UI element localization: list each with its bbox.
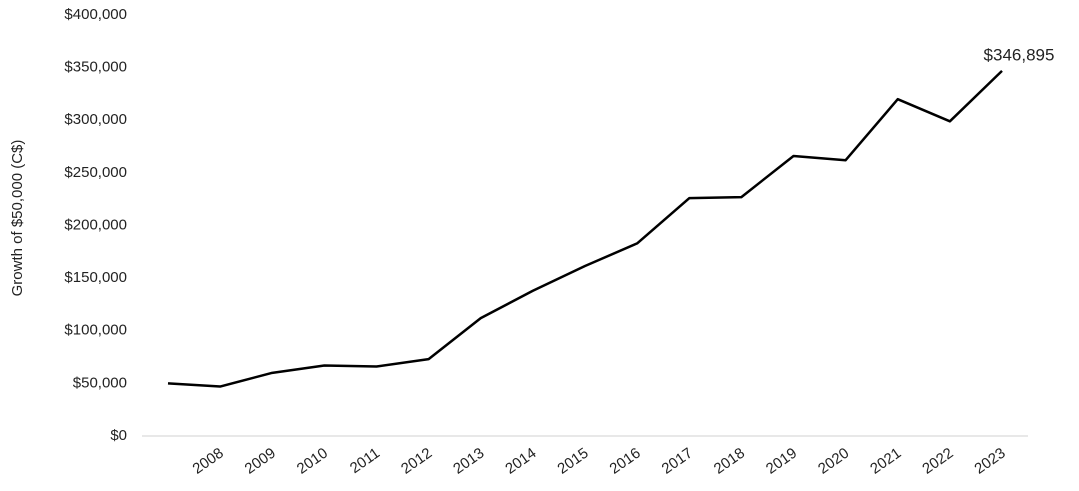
x-tick-label: 2009 (242, 445, 279, 478)
x-tick-label: 2017 (659, 445, 696, 478)
y-tick-label: $50,000 (73, 374, 127, 391)
x-tick-label: 2023 (971, 445, 1008, 478)
x-tick-label: 2013 (450, 445, 487, 478)
x-tick-label: 2014 (502, 445, 539, 478)
x-tick-label: 2021 (867, 445, 904, 478)
y-tick-label: $200,000 (64, 216, 127, 233)
x-tick-label: 2018 (711, 445, 748, 478)
x-tick-label: 2019 (763, 445, 800, 478)
y-tick-label: $0 (110, 427, 127, 444)
y-tick-label: $150,000 (64, 269, 127, 286)
x-tick-label: 2011 (347, 445, 383, 477)
x-tick-label: 2010 (294, 445, 331, 478)
y-tick-label: $350,000 (64, 59, 127, 76)
x-tick-label: 2022 (919, 445, 956, 478)
x-tick-label: 2016 (607, 445, 644, 478)
line (167, 69, 1003, 388)
x-tick-label: 2015 (554, 445, 591, 478)
x-tick-label: 2008 (190, 445, 227, 478)
y-tick-label: $300,000 (64, 111, 127, 128)
y-tick-label: $400,000 (64, 6, 127, 23)
y-tick-label: $100,000 (64, 322, 127, 339)
y-tick-label: $250,000 (64, 164, 127, 181)
value-label: $346,895 (984, 45, 1055, 64)
x-tick-label: 2020 (815, 445, 852, 478)
y-axis-label: Growth of $50,000 (C$) (9, 140, 26, 297)
x-tick-label: 2012 (398, 445, 435, 478)
